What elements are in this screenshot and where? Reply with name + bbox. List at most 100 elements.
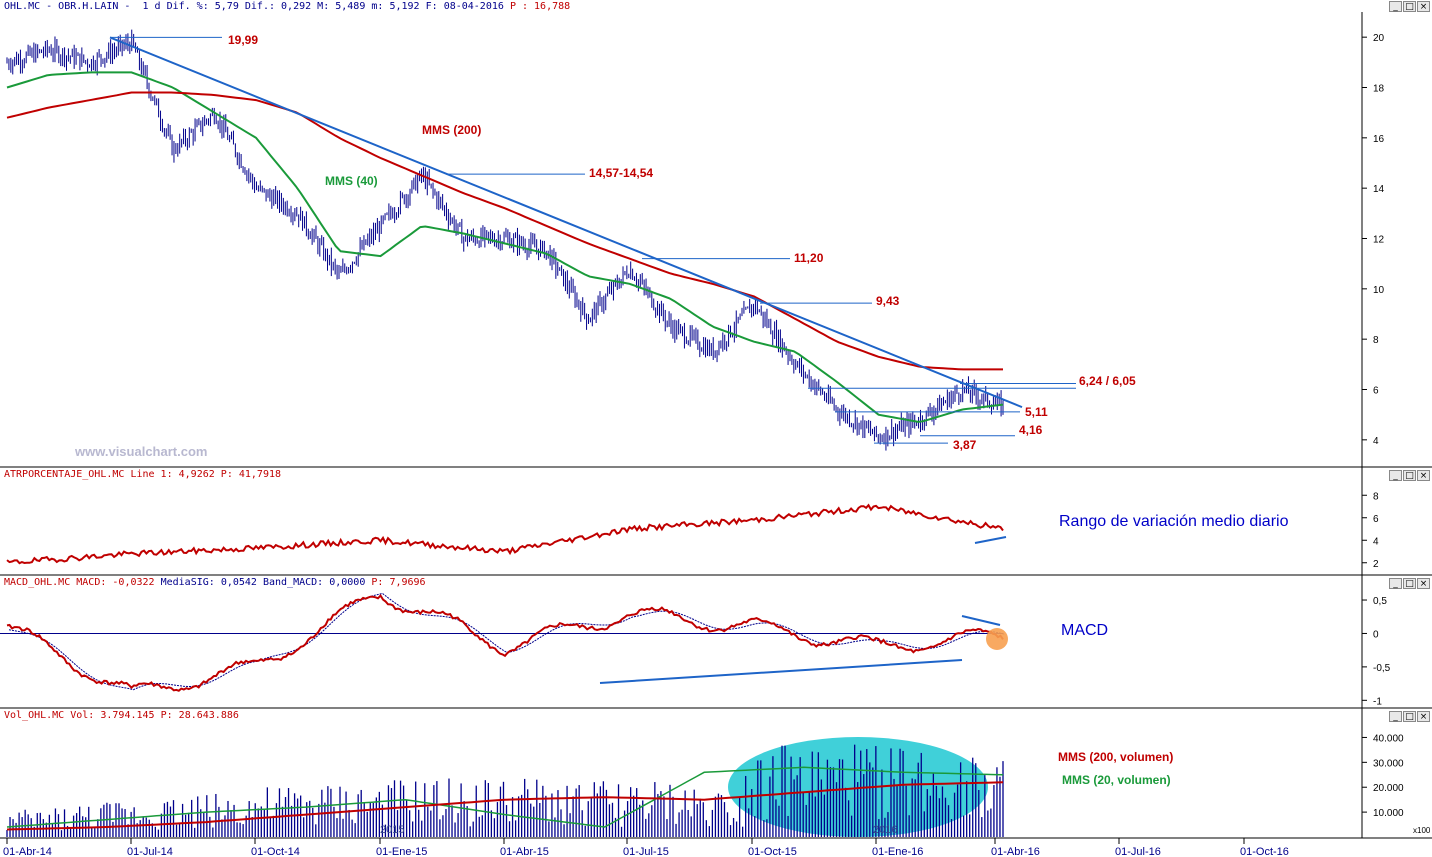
x-tick-label: 01-Abr-14 bbox=[3, 846, 52, 857]
close-icon[interactable]: × bbox=[1417, 578, 1430, 589]
max-value: 5,489 bbox=[335, 1, 366, 12]
vol-name: Vol_OHL.MC bbox=[4, 710, 65, 721]
mms200v-label: MMS (200, volumen) bbox=[1058, 750, 1173, 764]
y-tick-label: 0 bbox=[1373, 629, 1379, 640]
price-plot bbox=[6, 29, 1076, 451]
y-tick-label: 0,5 bbox=[1373, 596, 1387, 607]
macd-sig-value: 0,0542 bbox=[220, 577, 257, 588]
y-tick-label: -0,5 bbox=[1373, 663, 1391, 674]
macd-band-label: Band_MACD: bbox=[262, 577, 324, 588]
level-label: 6,24 / 6,05 bbox=[1079, 374, 1136, 388]
maximize-icon[interactable]: □ bbox=[1403, 470, 1416, 481]
close-value: 16,788 bbox=[534, 1, 571, 12]
axes: 4 6 8 10 12 14 16 18 20 2 4 6 8 0,5 0 -0,5 -1 10.000 20.00… bbox=[3, 33, 1404, 857]
dif-value: 0,292 bbox=[281, 1, 312, 12]
close-icon[interactable]: × bbox=[1417, 711, 1430, 722]
y-tick-label: 18 bbox=[1373, 84, 1385, 95]
close-icon[interactable]: × bbox=[1417, 470, 1430, 481]
year-label: 2015 bbox=[380, 824, 404, 836]
atr-trend-line bbox=[974, 536, 1007, 544]
atr-line-label: Line 1: bbox=[130, 469, 173, 480]
minimize-icon[interactable]: _ bbox=[1389, 711, 1402, 722]
level-label: 11,20 bbox=[794, 251, 824, 265]
downtrend-line bbox=[109, 36, 1023, 409]
y-tick-label: 40.000 bbox=[1373, 733, 1404, 744]
macd-line bbox=[6, 593, 1004, 692]
macd-p-label: P: bbox=[371, 577, 384, 588]
maximize-icon[interactable]: □ bbox=[1403, 711, 1416, 722]
x-tick-label: 01-Jul-16 bbox=[1115, 846, 1161, 857]
watermark: www.visualchart.com bbox=[74, 444, 207, 459]
min-label: m: bbox=[371, 1, 384, 12]
date-value: 08-04-2016 bbox=[443, 1, 504, 12]
atr-p-value: 41,7918 bbox=[238, 469, 282, 480]
x-tick-label: 01-Abr-16 bbox=[991, 846, 1040, 857]
x-tick-label: 01-Ene-16 bbox=[872, 846, 923, 857]
vol-header: Vol_OHL.MC Vol: 3.794.145 P: 28.643.886 bbox=[4, 710, 239, 721]
volume-multiplier: x100 bbox=[1413, 826, 1431, 835]
atr-window-buttons: _ □ × bbox=[1389, 470, 1430, 481]
y-tick-label: 8 bbox=[1373, 335, 1379, 346]
macd-trend-line bbox=[961, 615, 1001, 626]
mms20v-line bbox=[6, 766, 1004, 828]
vol-p-label: P: bbox=[160, 710, 173, 721]
atr-p-label: P: bbox=[220, 469, 233, 480]
mms40-label: MMS (40) bbox=[325, 174, 378, 188]
volume-plot bbox=[6, 737, 1004, 837]
x-tick-label: 01-Abr-15 bbox=[500, 846, 549, 857]
macd-support-line bbox=[599, 659, 963, 684]
mms200-label: MMS (200) bbox=[422, 123, 481, 137]
y-tick-label: 16 bbox=[1373, 134, 1385, 145]
macd-p-value: 7,9696 bbox=[389, 577, 426, 588]
vol-label: Vol: bbox=[70, 710, 95, 721]
macd-band-value: 0,0000 bbox=[329, 577, 366, 588]
macd-window-buttons: _ □ × bbox=[1389, 578, 1430, 589]
macd-sig-label: MediaSIG: bbox=[160, 577, 215, 588]
minimize-icon[interactable]: _ bbox=[1389, 1, 1402, 12]
max-label: M: bbox=[317, 1, 330, 12]
mms200-line bbox=[6, 91, 1003, 371]
minimize-icon[interactable]: _ bbox=[1389, 470, 1402, 481]
x-tick-label: 01-Ene-15 bbox=[376, 846, 427, 857]
min-value: 5,192 bbox=[389, 1, 420, 12]
level-label: 14,57-14,54 bbox=[589, 166, 653, 180]
x-tick-label: 01-Oct-16 bbox=[1240, 846, 1289, 857]
y-tick-label: 14 bbox=[1373, 184, 1385, 195]
maximize-icon[interactable]: □ bbox=[1403, 1, 1416, 12]
vol-window-buttons: _ □ × bbox=[1389, 711, 1430, 722]
y-tick-label: 12 bbox=[1373, 235, 1385, 246]
x-tick-label: 01-Jul-15 bbox=[623, 846, 669, 857]
vol-value: 3.794.145 bbox=[100, 710, 155, 721]
macd-plot bbox=[0, 592, 1008, 692]
dif-label: Dif.: bbox=[244, 1, 275, 12]
level-label: 3,87 bbox=[953, 438, 977, 452]
x-tick-label: 01-Oct-15 bbox=[748, 846, 797, 857]
atr-plot bbox=[6, 503, 1007, 565]
y-tick-label: 4 bbox=[1373, 536, 1379, 547]
price-header: OHL.MC - OBR.H.LAIN - 1 d Dif. %: 5,79 D… bbox=[4, 1, 570, 12]
dif-pct-value: 5,79 bbox=[214, 1, 239, 12]
y-tick-label: 2 bbox=[1373, 559, 1379, 570]
price-window-buttons: _ □ × bbox=[1389, 1, 1430, 12]
close-icon[interactable]: × bbox=[1417, 1, 1430, 12]
atr-header: ATRPORCENTAJE_OHL.MC Line 1: 4,9262 P: 4… bbox=[4, 469, 281, 480]
macd-header: MACD_OHL.MC MACD: -0,0322 MediaSIG: 0,05… bbox=[4, 577, 426, 588]
x-tick-label: 01-Jul-14 bbox=[127, 846, 173, 857]
level-label: 19,99 bbox=[228, 33, 258, 47]
macd-name: MACD_OHL.MC bbox=[4, 577, 71, 588]
y-tick-label: 6 bbox=[1373, 514, 1379, 525]
level-label: 5,11 bbox=[1025, 405, 1048, 419]
macd-annotation: MACD bbox=[1061, 622, 1108, 639]
y-tick-label: 10 bbox=[1373, 285, 1385, 296]
atr-annotation: Rango de variación medio diario bbox=[1059, 513, 1289, 530]
price-ticker: OHL.MC - OBR.H.LAIN - 1 d bbox=[4, 1, 161, 12]
level-label: 4,16 bbox=[1019, 423, 1043, 437]
maximize-icon[interactable]: □ bbox=[1403, 578, 1416, 589]
macd-value: -0,0322 bbox=[112, 577, 155, 588]
mms200v-line bbox=[6, 781, 1004, 831]
macd-label: MACD: bbox=[76, 577, 107, 588]
minimize-icon[interactable]: _ bbox=[1389, 578, 1402, 589]
y-tick-label: 4 bbox=[1373, 436, 1379, 447]
